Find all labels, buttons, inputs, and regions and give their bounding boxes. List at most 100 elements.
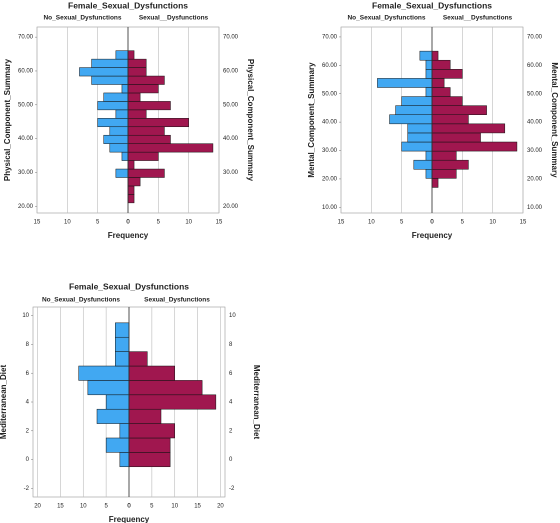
y-tick-label: 30.00 (223, 170, 239, 176)
x-axis-label: Frequency (108, 231, 149, 240)
x-tick-label: 5 (96, 220, 100, 226)
bar (425, 169, 433, 179)
bar (127, 67, 147, 77)
bar (127, 151, 159, 161)
y-tick-label: 70.00 (18, 35, 34, 41)
bar (127, 109, 147, 119)
x-tick-label: 15 (57, 504, 64, 510)
bar (128, 365, 175, 381)
y-tick-label: 70.00 (322, 35, 338, 41)
bar (127, 168, 165, 178)
x-tick-label: 10 (64, 220, 71, 226)
y-tick-label: 10.00 (527, 205, 543, 211)
bar (127, 194, 135, 204)
bar (431, 78, 445, 88)
bar (401, 96, 433, 106)
y-tick-label: 40.00 (527, 120, 543, 126)
y-tick-label: 60.00 (18, 69, 34, 75)
y-tick-label: 10 (229, 313, 236, 319)
bar (127, 160, 135, 170)
bar (128, 408, 162, 424)
x-tick-label: 10 (171, 504, 178, 510)
bar (127, 143, 214, 153)
y-axis-label-right: Mental_Component_Summary (550, 62, 559, 178)
bar (78, 365, 130, 381)
bar (127, 58, 147, 68)
bar (115, 336, 130, 352)
bar (401, 141, 433, 152)
legend-left: No_Sexual_Dysfunctions (347, 15, 425, 22)
y-tick-label: 30.00 (527, 148, 543, 154)
bar (128, 351, 148, 367)
bar (115, 109, 129, 119)
bar (127, 84, 159, 94)
y-tick-label: 20.00 (527, 177, 543, 183)
y-tick-label: 50.00 (18, 102, 34, 108)
x-tick-label: 15 (194, 504, 201, 510)
x-tick-label: 0 (430, 220, 434, 226)
bar (431, 59, 451, 70)
bar (91, 58, 129, 68)
x-tick-label: 15 (338, 220, 345, 226)
bar (127, 177, 141, 187)
x-tick-label: 5 (104, 504, 108, 510)
x-tick-label: 10 (368, 220, 375, 226)
bar (105, 394, 130, 410)
x-tick-label: 0 (126, 220, 130, 226)
bar (431, 50, 439, 61)
bar (79, 67, 129, 77)
bar (395, 105, 433, 115)
y-tick-label: 60.00 (527, 63, 543, 69)
y-tick-label: 40.00 (18, 136, 34, 142)
bar (377, 78, 433, 88)
y-tick-label: 10.00 (322, 205, 338, 211)
y-axis-label: Physical_Component_Summary (3, 58, 12, 181)
y-tick-label: 4 (229, 400, 233, 406)
bar (103, 92, 129, 102)
bar (127, 185, 135, 195)
y-tick-label: 70.00 (527, 35, 543, 41)
y-tick-label: 50.00 (223, 102, 239, 108)
bar (431, 87, 451, 97)
bar (407, 132, 433, 143)
y-tick-label: -2 (229, 486, 235, 492)
x-axis-label: Frequency (412, 231, 453, 240)
bar (431, 178, 439, 188)
pyramid-chart: Female_Sexual_Dysfunctions No_Sexual_Dysf… (3, 0, 255, 240)
y-tick-label: 4 (26, 400, 30, 406)
bar (128, 423, 175, 439)
x-tick-label: 0 (430, 220, 434, 226)
bar (389, 114, 433, 125)
legend-right: Sexual__Dysfunctions (443, 15, 513, 22)
y-tick-label: 0 (229, 457, 233, 463)
x-tick-label: 20 (217, 504, 224, 510)
legend-right: Sexual_Dysfunctions (144, 297, 210, 304)
y-tick-label: 10 (22, 313, 29, 319)
y-tick-label: 6 (229, 371, 233, 377)
bar (97, 118, 129, 128)
bar (115, 50, 129, 60)
y-tick-label: 50.00 (527, 91, 543, 97)
bar (128, 452, 171, 468)
pyramid-chart: Female_Sexual_Dysfunctions No_Sexual_Dysf… (0, 281, 261, 523)
bar (127, 118, 189, 128)
bar (413, 159, 433, 170)
bar (431, 150, 457, 161)
bar (109, 143, 129, 153)
bar (431, 96, 463, 106)
bar (127, 75, 165, 85)
chart-title: Female_Sexual_Dysfunctions (69, 281, 189, 291)
bar (96, 408, 130, 424)
bar (121, 84, 129, 94)
bar (127, 126, 165, 136)
bar (407, 123, 433, 134)
x-tick-label: 10 (185, 220, 192, 226)
x-tick-label: 10 (80, 504, 87, 510)
bar (431, 159, 469, 170)
bar (127, 92, 141, 102)
x-tick-label: 15 (34, 220, 41, 226)
y-axis-label-right: Physical_Component_Summary (246, 59, 255, 182)
bar (128, 380, 203, 396)
x-tick-label: 5 (400, 220, 404, 226)
